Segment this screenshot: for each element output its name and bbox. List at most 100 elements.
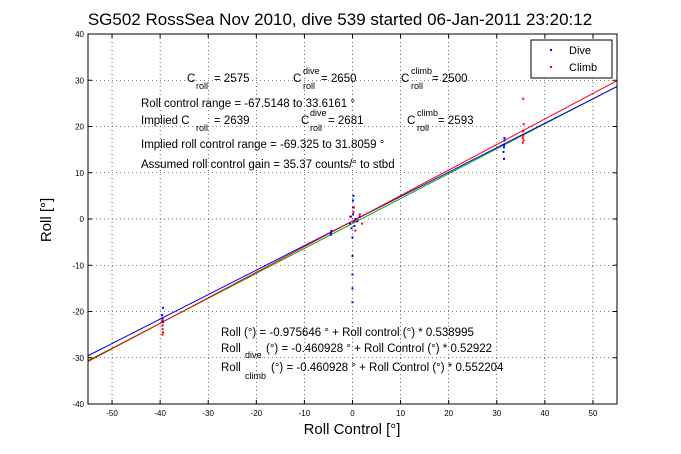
legend-box — [530, 39, 613, 79]
c-climb-sub: roll — [411, 81, 423, 91]
dive-point — [330, 230, 333, 233]
legend-climb-label: Climb — [569, 62, 597, 74]
climb-point — [352, 206, 355, 209]
climb-point — [522, 134, 525, 137]
dive-point — [351, 301, 354, 304]
c-dive-value: = 2650 — [321, 73, 357, 85]
equation-climb-sub: climb — [245, 371, 266, 381]
implied-c-lead: Implied C — [141, 115, 190, 127]
implied-climb-sup: climb — [417, 108, 438, 118]
implied-c-sub: roll — [196, 123, 208, 133]
y-tick-label: 30 — [75, 76, 84, 85]
dive-point — [502, 146, 505, 149]
climb-point — [521, 137, 524, 140]
x-tick-label: 30 — [492, 409, 501, 418]
dive-point — [358, 215, 361, 218]
dive-point — [352, 194, 355, 197]
dive-point — [329, 231, 332, 234]
c-climb-sup: climb — [411, 66, 432, 76]
implied-climb-lead: C — [407, 115, 415, 127]
dive-point — [349, 222, 352, 225]
roll-control-range: Roll control range = -67.5148 to 33.6161… — [141, 98, 355, 110]
equation-dive-lead: Roll — [221, 343, 241, 355]
climb-point — [522, 123, 525, 126]
x-tick-label: 20 — [444, 409, 453, 418]
x-tick-label: 10 — [396, 409, 405, 418]
grid — [88, 33, 617, 405]
c-climb-value: = 2500 — [432, 73, 468, 85]
c-roll-value: = 2575 — [214, 73, 250, 85]
x-tick-label: 0 — [350, 409, 355, 418]
c-dive-sup: dive — [303, 66, 320, 76]
dive-point — [351, 273, 354, 276]
dive-point — [162, 321, 165, 324]
dive-point — [503, 137, 506, 140]
implied-dive-sup: dive — [310, 108, 327, 118]
dive-point — [351, 255, 354, 257]
c-climb-lead: C — [401, 73, 409, 85]
y-axis-label: Roll [°] — [38, 198, 55, 242]
regression-equations: Roll (°) = -0.975646 ° + Roll control (°… — [221, 327, 504, 381]
implied-c-value: = 2639 — [214, 115, 250, 127]
calibration-annotations: C roll = 2575 C dive roll = 2650 C climb… — [141, 66, 474, 171]
climb-point — [161, 319, 164, 322]
fit-lines — [87, 80, 618, 363]
equation-climb-lead: Roll — [221, 362, 241, 374]
x-tick-label: -10 — [299, 409, 311, 418]
c-roll-lead: C — [187, 73, 195, 85]
equation-dive-sub: dive — [245, 350, 262, 360]
x-tick-label: -30 — [202, 409, 214, 418]
c-dive-lead: C — [293, 73, 301, 85]
chart-title: SG502 RossSea Nov 2010, dive 539 started… — [88, 10, 592, 29]
climb-point — [354, 229, 357, 232]
dive-point — [502, 150, 505, 153]
dive-point — [351, 236, 354, 239]
x-tick-label: 40 — [540, 409, 549, 418]
climb-point — [522, 97, 525, 100]
climb-point — [356, 218, 359, 220]
climb-point — [162, 331, 165, 334]
equation-dive-rest: (°) = -0.460928 ° + Roll Control (°) * 0… — [266, 343, 492, 355]
x-ticks: -50 -40 -30 -20 -10 0 10 20 30 40 50 — [106, 34, 598, 418]
x-axis-label: Roll Control [°] — [304, 421, 401, 438]
dive-point — [162, 306, 165, 309]
dive-point — [502, 157, 505, 160]
implied-climb-value: = 2593 — [438, 115, 474, 127]
roll-control-gain: Assumed roll control gain = 35.37 counts… — [141, 159, 395, 171]
equation-roll: Roll (°) = -0.975646 ° + Roll control (°… — [221, 327, 474, 339]
legend: Dive Climb — [530, 39, 613, 79]
y-tick-label: -10 — [72, 261, 84, 270]
y-tick-label: -40 — [72, 400, 84, 409]
climb-point — [352, 211, 355, 214]
implied-dive-lead: C — [301, 115, 309, 127]
dive-point — [351, 287, 354, 290]
y-tick-label: 10 — [75, 169, 84, 178]
dive-point — [353, 224, 356, 227]
implied-roll-control-range: Implied roll control range = -69.325 to … — [141, 139, 384, 151]
dive-point — [356, 220, 359, 223]
implied-climb-sub: roll — [417, 123, 429, 133]
climb-point — [353, 220, 356, 223]
y-tick-label: 0 — [80, 215, 85, 224]
dive-point — [329, 233, 332, 236]
y-tick-label: -20 — [72, 308, 84, 317]
c-dive-sub: roll — [303, 81, 315, 91]
y-ticks: -40 -30 -20 -10 0 10 20 30 40 — [72, 30, 617, 409]
climb-point — [161, 328, 164, 331]
implied-dive-sub: roll — [310, 123, 322, 133]
dive-point — [502, 144, 505, 146]
dive-point — [350, 227, 353, 230]
data-points — [161, 97, 525, 336]
x-tick-label: -50 — [106, 409, 118, 418]
x-tick-label: -40 — [154, 409, 166, 418]
climb-point — [522, 130, 525, 133]
dive-point — [354, 218, 357, 220]
climb-point — [349, 215, 352, 218]
x-tick-label: 50 — [589, 409, 598, 418]
dive-point — [351, 199, 354, 202]
dive-point — [503, 139, 506, 142]
climb-point — [522, 139, 525, 142]
climb-point — [521, 141, 524, 144]
y-tick-label: 40 — [75, 30, 84, 39]
